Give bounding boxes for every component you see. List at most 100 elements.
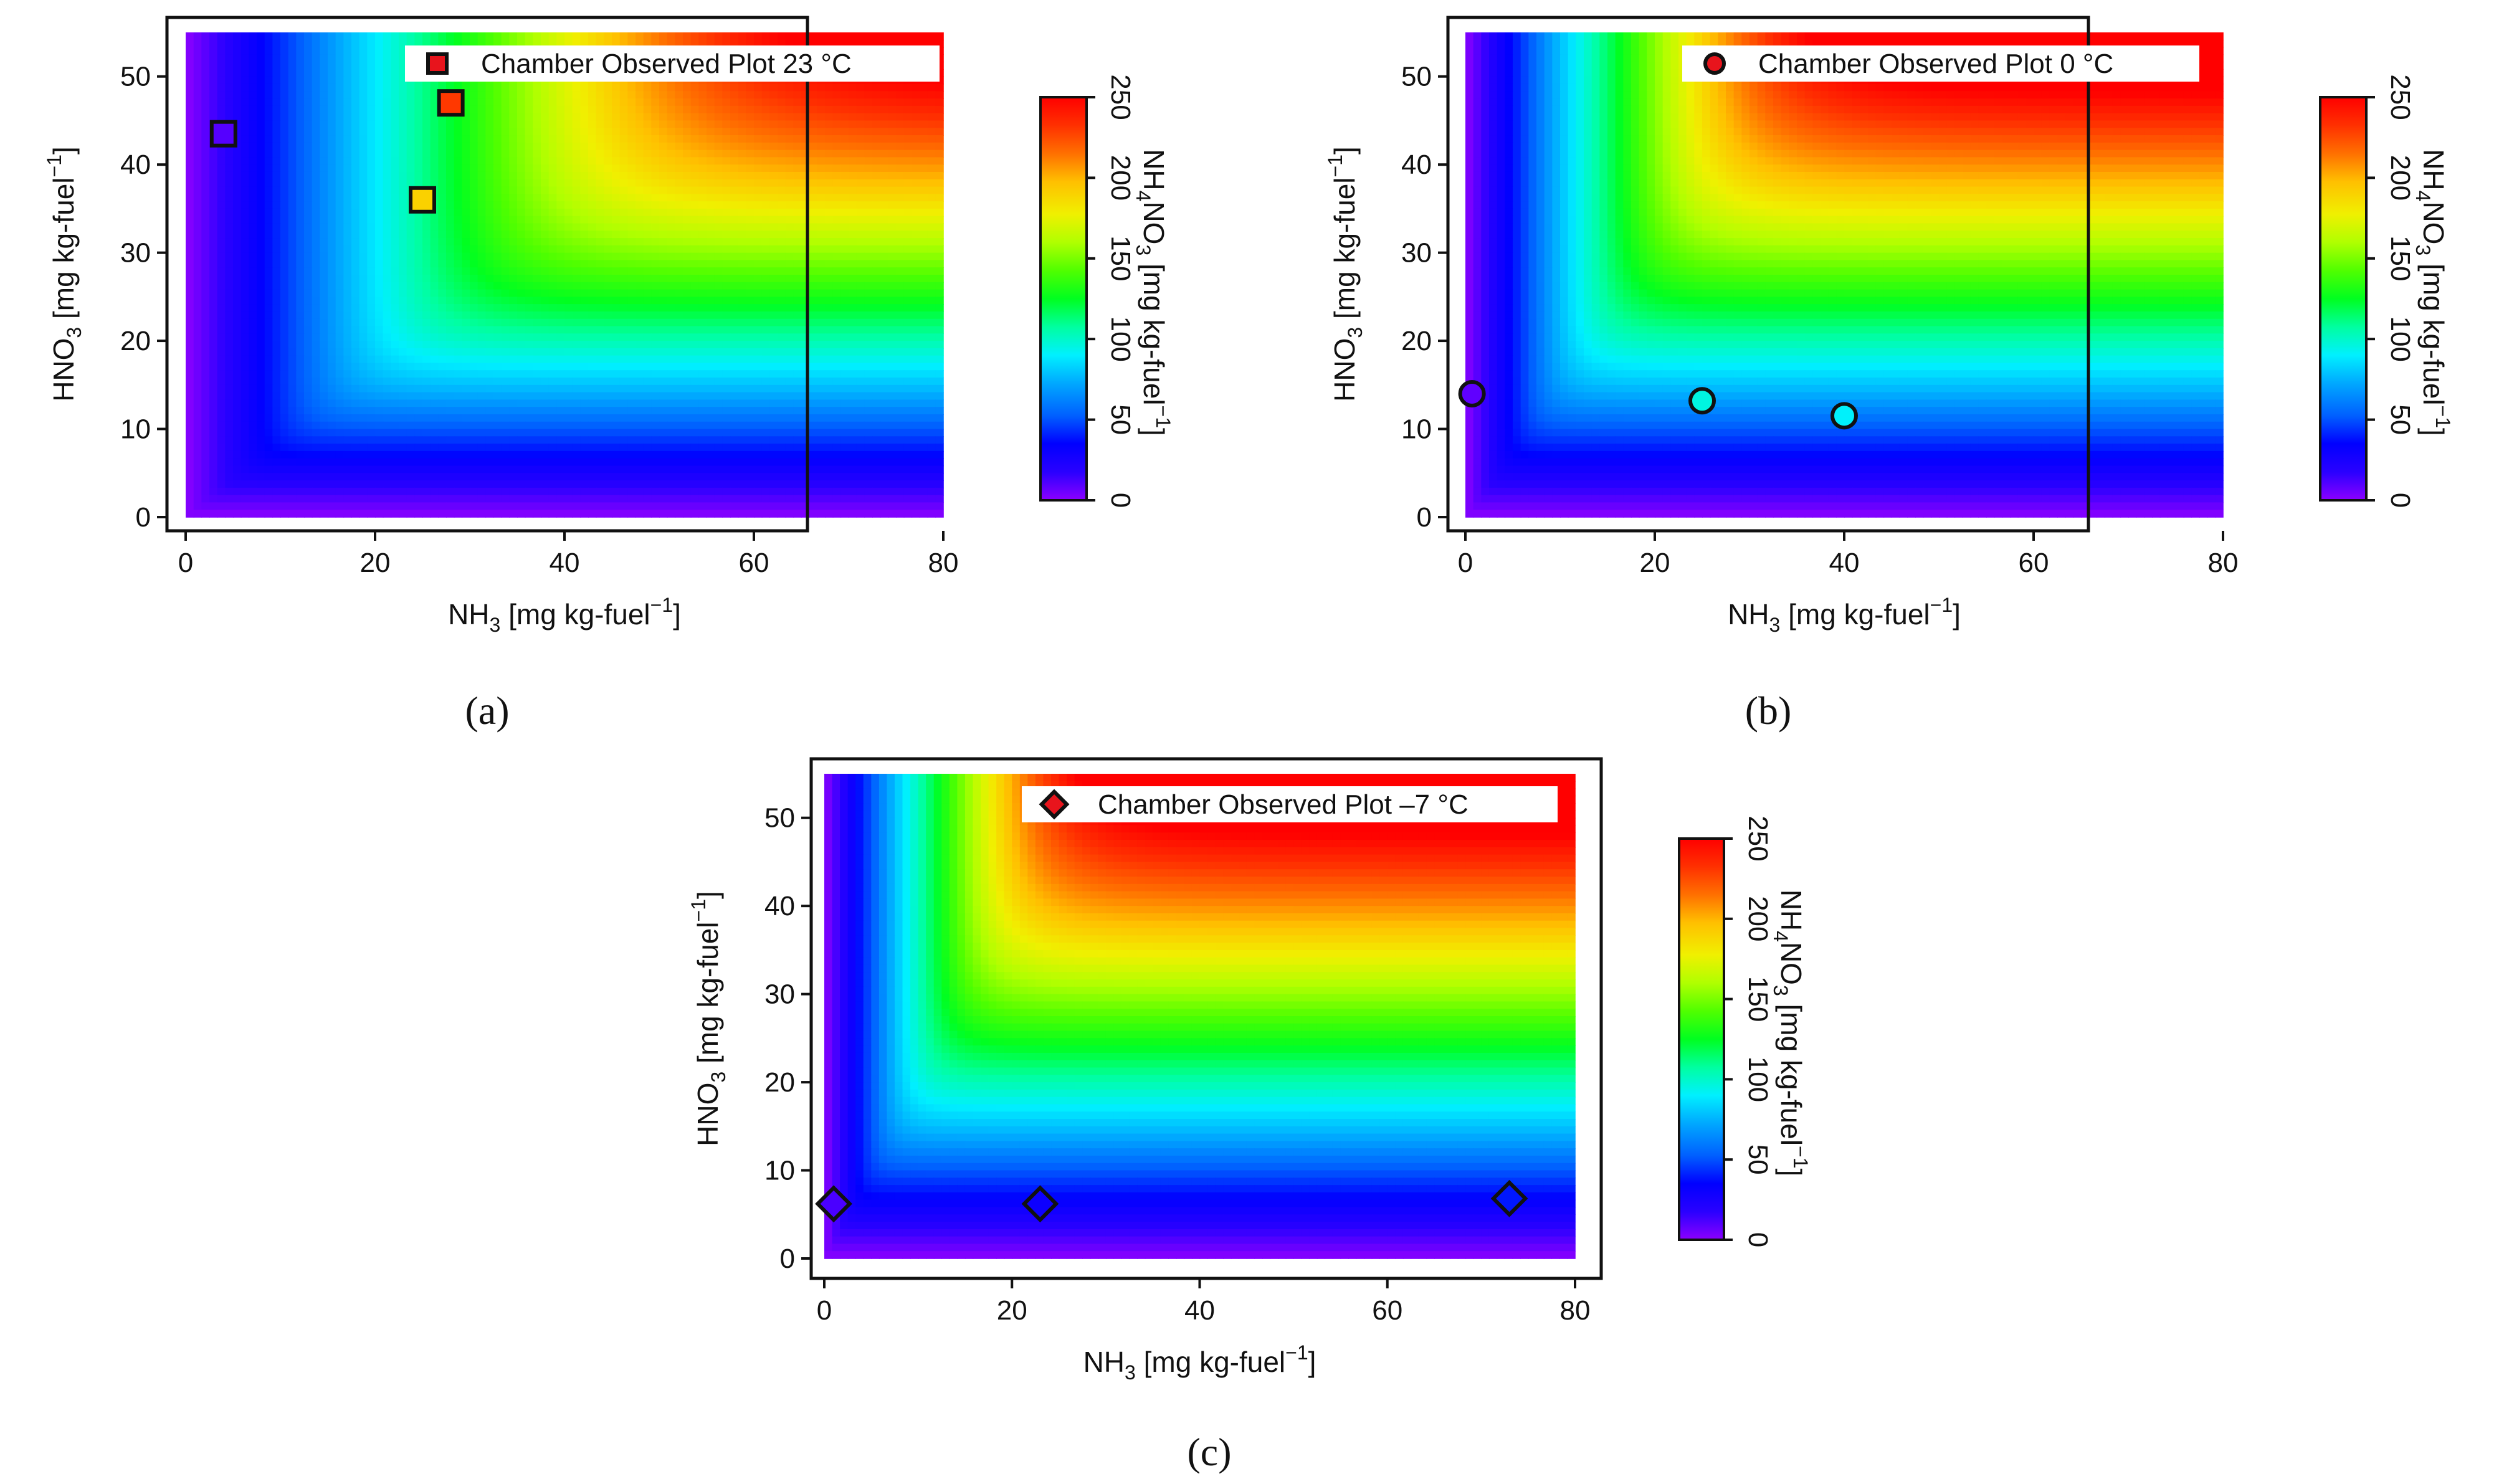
heatmap-cell xyxy=(446,142,455,151)
heatmap-cell xyxy=(761,171,771,180)
heatmap-cell xyxy=(351,355,360,364)
heatmap-cell xyxy=(825,370,834,378)
heatmap-cell xyxy=(249,275,257,283)
heatmap-cell xyxy=(675,179,683,188)
heatmap-cell xyxy=(659,223,668,232)
heatmap-cell xyxy=(722,333,731,341)
heatmap-cell xyxy=(249,194,257,202)
heatmap-cell xyxy=(604,128,612,136)
heatmap-cell xyxy=(525,238,534,246)
heatmap-cell xyxy=(754,32,763,40)
heatmap-cell xyxy=(769,275,778,283)
heatmap-cell xyxy=(328,348,336,356)
heatmap-cell xyxy=(249,392,257,401)
heatmap-cell xyxy=(343,363,352,371)
heatmap-cell xyxy=(888,128,897,136)
heatmap-cell xyxy=(320,186,328,195)
heatmap-cell xyxy=(343,378,352,386)
heatmap-cell xyxy=(304,341,313,349)
heatmap-cell xyxy=(738,83,747,92)
heatmap-cell xyxy=(320,150,328,158)
heatmap-cell xyxy=(517,128,526,136)
heatmap-cell xyxy=(525,98,534,107)
heatmap-cell xyxy=(533,318,541,327)
heatmap-cell xyxy=(217,157,226,165)
heatmap-cell xyxy=(209,164,218,173)
heatmap-cell xyxy=(604,384,612,393)
heatmap-cell xyxy=(580,171,589,180)
heatmap-cell xyxy=(746,113,755,121)
heatmap-cell xyxy=(935,150,944,158)
heatmap-cell xyxy=(817,83,826,92)
heatmap-cell xyxy=(186,194,194,202)
heatmap-cell xyxy=(817,341,826,349)
heatmap-cell xyxy=(525,355,534,364)
heatmap-cell xyxy=(564,194,573,202)
heatmap-cell xyxy=(612,370,621,378)
heatmap-cell xyxy=(849,348,857,356)
heatmap-cell xyxy=(399,32,407,40)
heatmap-cell xyxy=(572,355,581,364)
heatmap-cell xyxy=(257,370,265,378)
heatmap-cell xyxy=(359,238,368,246)
heatmap-cell xyxy=(509,289,518,298)
heatmap-cell xyxy=(335,318,345,327)
heatmap-cell xyxy=(643,120,652,129)
heatmap-cell xyxy=(430,289,439,298)
heatmap-cell xyxy=(667,275,676,283)
heatmap-cell xyxy=(272,392,281,401)
heatmap-cell xyxy=(714,216,723,224)
heatmap-cell xyxy=(501,120,510,129)
heatmap-cell xyxy=(422,275,431,283)
heatmap-cell xyxy=(698,32,707,40)
heatmap-cell xyxy=(912,98,920,107)
heatmap-cell xyxy=(264,333,274,341)
heatmap-cell xyxy=(320,370,328,378)
heatmap-cell xyxy=(304,267,313,275)
heatmap-cell xyxy=(288,318,297,327)
heatmap-cell xyxy=(793,135,802,143)
heatmap-cell xyxy=(880,245,889,254)
heatmap-cell xyxy=(509,105,518,114)
heatmap-cell xyxy=(351,208,360,217)
heatmap-cell xyxy=(335,150,345,158)
heatmap-cell xyxy=(225,370,234,378)
heatmap-cell xyxy=(627,348,636,356)
heatmap-cell xyxy=(927,142,936,151)
heatmap-cell xyxy=(920,171,928,180)
heatmap-cell xyxy=(927,297,936,305)
heatmap-cell xyxy=(769,113,778,121)
heatmap-cell xyxy=(769,98,778,107)
heatmap-cell xyxy=(233,231,242,239)
heatmap-cell xyxy=(209,39,218,48)
heatmap-cell xyxy=(375,378,384,386)
heatmap-cell xyxy=(304,297,313,305)
heatmap-cell xyxy=(446,297,455,305)
heatmap-cell xyxy=(572,186,581,195)
heatmap-cell xyxy=(391,47,399,55)
heatmap-cell xyxy=(209,201,218,209)
heatmap-cell xyxy=(257,260,265,269)
heatmap-cell xyxy=(596,231,605,239)
heatmap-cell xyxy=(351,135,360,143)
heatmap-cell xyxy=(320,304,328,312)
heatmap-cell xyxy=(272,150,281,158)
heatmap-cell xyxy=(604,201,612,209)
heatmap-cell xyxy=(351,171,360,180)
heatmap-cell xyxy=(659,318,668,327)
heatmap-cell xyxy=(564,245,573,254)
heatmap-cell xyxy=(707,201,715,209)
heatmap-cell xyxy=(920,150,928,158)
heatmap-cell xyxy=(912,208,920,217)
heatmap-cell xyxy=(840,267,849,275)
heatmap-cell xyxy=(414,231,423,239)
heatmap-cell xyxy=(903,341,913,349)
heatmap-cell xyxy=(209,91,218,99)
heatmap-cell xyxy=(722,275,731,283)
heatmap-cell xyxy=(209,355,218,364)
heatmap-cell xyxy=(422,83,431,92)
heatmap-cell xyxy=(454,157,463,165)
heatmap-cell xyxy=(572,370,581,378)
heatmap-cell xyxy=(240,311,250,320)
heatmap-cell xyxy=(367,341,376,349)
